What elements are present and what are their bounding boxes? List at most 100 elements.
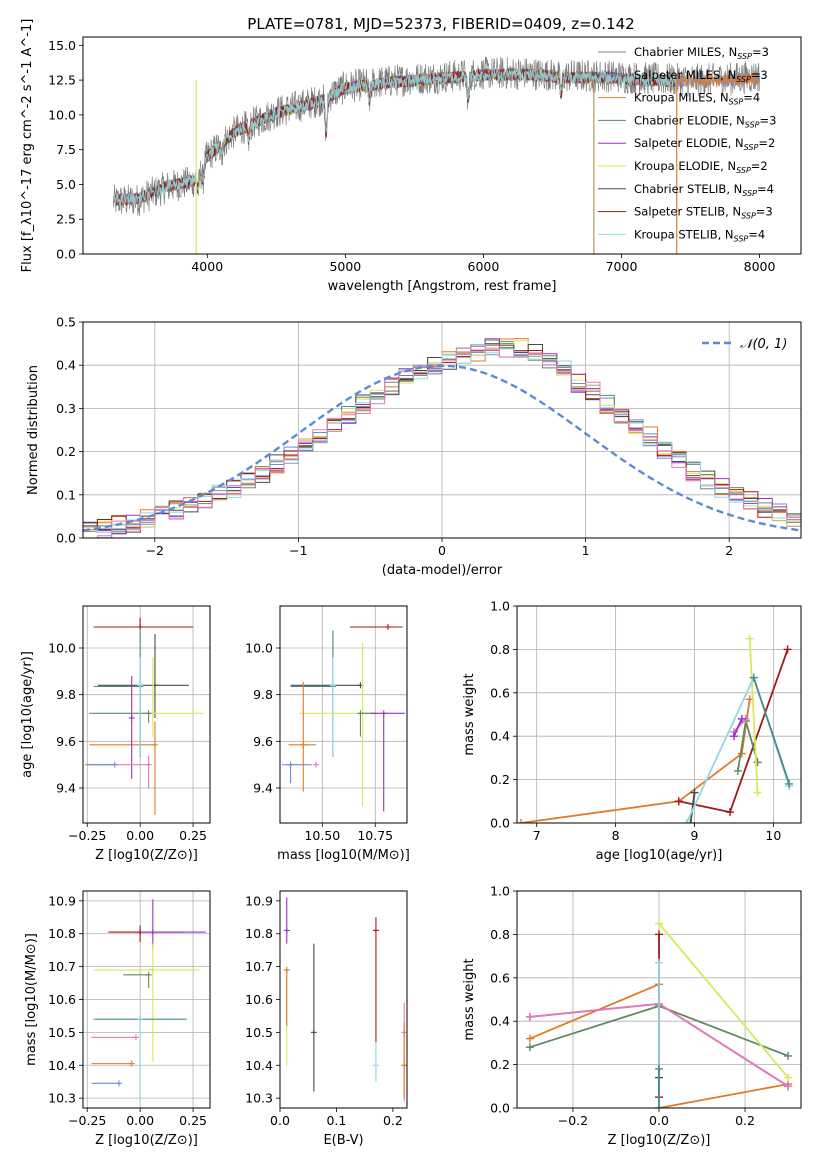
histogram-series <box>83 345 801 538</box>
legend-entry: Salpeter ELODIE, NSSP=2 <box>634 136 775 152</box>
x-tick-label: 0.0 <box>649 1113 669 1128</box>
figure-title: PLATE=0781, MJD=52373, FIBERID=0409, z=0… <box>247 15 634 33</box>
x-tick-label: 4000 <box>191 259 223 274</box>
y-tick-label: 10.8 <box>48 926 76 941</box>
legend-entry: Salpeter STELIB, NSSP=3 <box>634 205 773 221</box>
legend-entry: Chabrier MILES, NSSP=3 <box>634 45 769 61</box>
x-tick-label: 2 <box>725 543 733 558</box>
x-tick-label: 6000 <box>468 259 500 274</box>
legend-subscript: SSP <box>744 143 759 152</box>
y-tick-label: 0.4 <box>56 358 76 373</box>
legend-subscript: SSP <box>742 189 757 198</box>
plot-layer <box>282 624 405 812</box>
plot-layer <box>113 56 760 254</box>
legend-count: =4 <box>748 227 765 241</box>
axes-frame <box>82 605 211 824</box>
panel-residuals: −2 −1 0 1 2 0.0 0.1 0.2 0.3 0.4 0.5 (data-model)/er… <box>26 315 802 578</box>
weight-series-line <box>689 792 696 823</box>
y-tick-label: 15.0 <box>48 38 76 53</box>
legend-entry: 𝒩(0, 1) <box>740 337 787 352</box>
y-tick-label: 9.6 <box>56 734 76 749</box>
y-tick-label: 10.6 <box>245 992 273 1007</box>
y-tick-label: 10.7 <box>48 959 76 974</box>
weight-series-line <box>733 718 743 737</box>
y-tick-label: 10.0 <box>245 641 273 656</box>
y-axis-label: mass weight <box>462 958 477 1040</box>
y-tick-label: 0.3 <box>56 401 76 416</box>
y-tick-label: 5.0 <box>56 177 76 192</box>
legend-subscript: SSP <box>737 52 752 61</box>
legend-subscript: SSP <box>729 98 744 107</box>
legend-subscript: SSP <box>736 75 751 84</box>
x-tick-label: 7000 <box>606 259 638 274</box>
y-axis-label: age [log10(age/yr)] <box>20 651 35 778</box>
x-axis-label: E(B-V) <box>323 1133 363 1148</box>
y-tick-label: 10.3 <box>48 1091 76 1106</box>
x-tick-label: 0.00 <box>126 828 154 843</box>
x-axis-label: Z [log10(Z/Z⊙)] <box>95 1133 198 1148</box>
y-tick-label: 0.8 <box>490 927 510 942</box>
y-tick-label: 0.4 <box>490 729 510 744</box>
x-tick-label: 9 <box>691 828 699 843</box>
y-tick-label: 0.2 <box>490 1057 510 1072</box>
y-tick-label: 2.5 <box>56 212 76 227</box>
y-tick-label: 7.5 <box>56 142 76 157</box>
y-tick-label: 10.0 <box>48 107 76 122</box>
plot-layer <box>525 919 793 1108</box>
y-tick-label: 10.9 <box>48 893 76 908</box>
x-tick-label: 0 <box>438 543 446 558</box>
x-tick-label: 0.00 <box>126 1113 154 1128</box>
plot-area <box>280 606 407 823</box>
y-tick-label: 10.0 <box>48 641 76 656</box>
axes-frame <box>82 321 802 539</box>
x-tick-label: 8 <box>612 828 620 843</box>
y-tick-label: 0.0 <box>490 1101 510 1116</box>
axes-frame <box>516 890 802 1109</box>
x-tick-label: −0.2 <box>558 1113 588 1128</box>
y-tick-label: 10.9 <box>245 893 273 908</box>
legend-count: =3 <box>751 68 768 82</box>
x-axis-label: mass [log10(M/M⊙)] <box>277 848 410 863</box>
x-axis-label: age [log10(age/yr)] <box>596 848 723 863</box>
panel-mass_vs_Z: −0.25 0.00 0.25 10.3 10.4 10.5 10.6 10.7 10.8 10.… <box>24 890 211 1148</box>
x-tick-label: 0.25 <box>179 828 207 843</box>
legend-subscript: SSP <box>741 212 756 221</box>
panel-weight_vs_age: 7 8 9 10 0.0 0.2 0.4 0.6 0.8 1.0 age [log10(age/yr… <box>462 599 802 863</box>
x-axis-label: wavelength [Angstrom, rest frame] <box>328 279 557 294</box>
legend-subscript: SSP <box>745 120 760 129</box>
y-tick-label: 10.3 <box>245 1091 273 1106</box>
panel-mass_vs_EBV: 0.0 0.1 0.2 10.3 10.4 10.5 10.6 10.7 10.8 10.9 E(B… <box>245 890 408 1148</box>
legend-count: =3 <box>756 205 773 219</box>
panel-age_vs_mass: 10.50 10.75 9.4 9.6 9.8 10.0 mass [log10(M/M⊙)… <box>245 605 410 863</box>
x-tick-label: 5000 <box>329 259 361 274</box>
legend-entry: Kroupa ELODIE, NSSP=2 <box>634 159 768 175</box>
panel-age_vs_Z: −0.25 0.00 0.25 9.4 9.6 9.8 10.0 Z [log10(Z/Z⊙)… <box>20 605 211 863</box>
x-tick-label: 0.2 <box>735 1113 755 1128</box>
x-tick-label: 1 <box>582 543 590 558</box>
axes-frame <box>279 605 408 824</box>
x-tick-label: 0.0 <box>270 1113 290 1128</box>
legend-count: =2 <box>758 136 775 150</box>
y-tick-label: 12.5 <box>48 73 76 88</box>
y-tick-label: 0.0 <box>56 531 76 546</box>
gaussian-curve <box>83 364 801 532</box>
x-axis-label: Z [log10(Z/Z⊙)] <box>95 848 198 863</box>
x-tick-label: 0.1 <box>326 1113 346 1128</box>
y-axis-label: Normed distribution <box>26 365 41 495</box>
weight-series-line <box>748 638 759 793</box>
axes-frame <box>516 605 802 824</box>
weight-series-line <box>658 922 789 1079</box>
y-tick-label: 10.8 <box>245 926 273 941</box>
plot-layer <box>91 899 206 1102</box>
panels-container: 4000 5000 6000 7000 80000.02.55.07.510.012.5… <box>20 19 802 1148</box>
legend-count: =4 <box>757 182 774 196</box>
x-tick-label: −0.25 <box>68 1113 106 1128</box>
spectrum-model-line <box>113 67 677 207</box>
x-tick-label: 0.2 <box>383 1113 403 1128</box>
legend-entry: Chabrier ELODIE, NSSP=3 <box>634 113 776 129</box>
y-axis-label: mass [log10(M/M⊙)] <box>24 933 39 1066</box>
x-tick-label: 10 <box>765 828 781 843</box>
legend-entry: Chabrier STELIB, NSSP=4 <box>634 182 774 198</box>
y-tick-label: 0.4 <box>490 1014 510 1029</box>
